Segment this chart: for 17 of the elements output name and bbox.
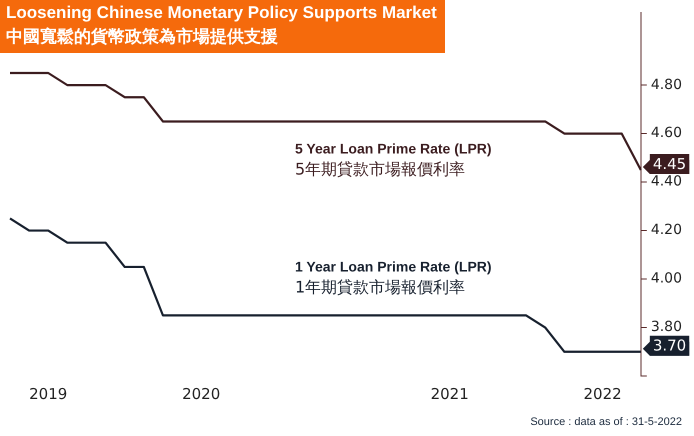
data-label: 3.70 <box>652 336 686 355</box>
x-tick-label: 2021 <box>430 384 469 403</box>
source-note: Source : data as of : 31-5-2022 <box>530 416 682 428</box>
text: 4.40 <box>650 174 682 190</box>
text: 4.00 <box>650 270 682 287</box>
series-label: 1 Year Loan Prime Rate (LPR) 1年期貸款市場報價利率 <box>294 258 492 297</box>
text: 3.80 <box>650 319 682 336</box>
text: 4.20 <box>650 222 682 238</box>
x-tick-label: 2020 <box>182 384 220 403</box>
x-tick-label: 2022 <box>584 384 622 403</box>
series-label: 5 Year Loan Prime Rate (LPR) 5年期貸款市場報價利率 <box>294 140 492 179</box>
text: 4.60 <box>650 125 682 142</box>
data-label: 4.45 <box>652 154 686 173</box>
x-tick-label: 2019 <box>29 384 68 403</box>
text: 4.80 <box>650 76 682 93</box>
chart-title: Loosening Chinese Monetary Policy Supports Market <box>6 3 437 23</box>
text: 中國寬鬆的貨幣政策為市場提供支援 <box>6 26 279 48</box>
